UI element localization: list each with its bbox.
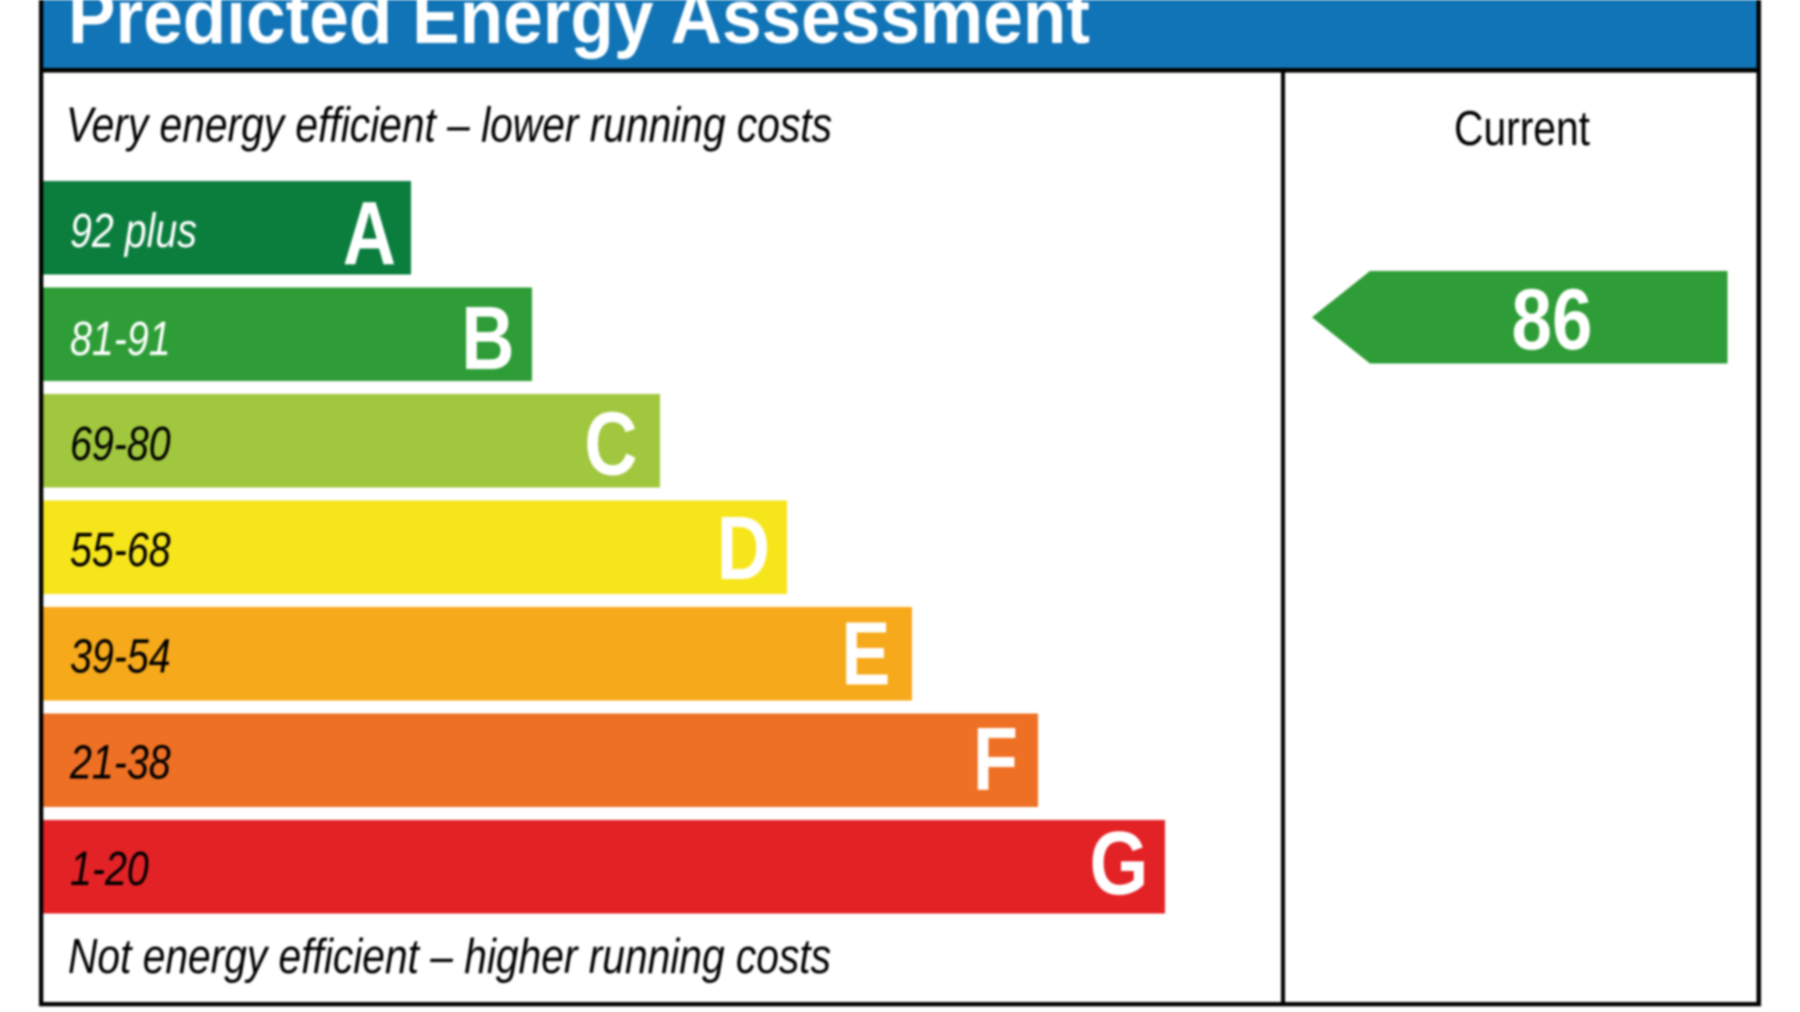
svg-text:39-54: 39-54 bbox=[70, 630, 171, 683]
svg-text:1-20: 1-20 bbox=[70, 843, 149, 896]
svg-text:Predicted Energy Assessment: Predicted Energy Assessment bbox=[68, 0, 1090, 60]
svg-text:55-68: 55-68 bbox=[70, 524, 171, 577]
svg-text:Very energy efficient – lower: Very energy efficient – lower running co… bbox=[66, 98, 832, 152]
svg-text:B: B bbox=[461, 289, 514, 389]
svg-text:C: C bbox=[584, 395, 637, 495]
svg-text:A: A bbox=[343, 185, 396, 285]
svg-text:69-80: 69-80 bbox=[70, 418, 171, 471]
svg-text:86: 86 bbox=[1512, 272, 1593, 368]
svg-text:E: E bbox=[841, 605, 890, 705]
svg-text:Current: Current bbox=[1454, 102, 1590, 156]
svg-text:92 plus: 92 plus bbox=[70, 205, 197, 258]
svg-text:D: D bbox=[717, 499, 770, 599]
svg-text:81-91: 81-91 bbox=[70, 313, 171, 366]
svg-text:21-38: 21-38 bbox=[69, 737, 171, 790]
svg-text:G: G bbox=[1090, 814, 1149, 914]
svg-text:Not energy efficient – higher: Not energy efficient – higher running co… bbox=[68, 930, 831, 984]
svg-text:F: F bbox=[973, 710, 1018, 810]
